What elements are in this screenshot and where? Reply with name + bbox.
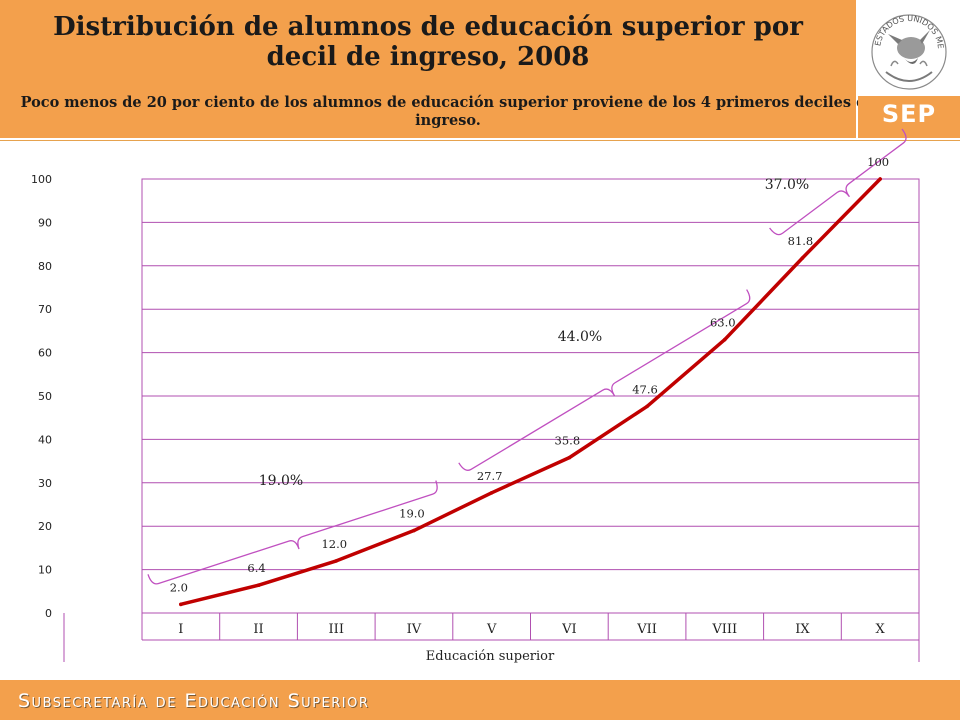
y-tick-label-30: 30 xyxy=(38,477,52,490)
data-label-VIII: 63.0 xyxy=(710,316,736,330)
slide-title: Distribución de alumnos de educación sup… xyxy=(53,12,803,72)
x-tick-label-II: II xyxy=(253,622,263,637)
sep-logo-bar xyxy=(858,96,960,138)
x-tick-label-IX: IX xyxy=(795,622,810,637)
data-point-III xyxy=(334,559,339,563)
mexican-seal-icon: ESTADOS UNIDOS MEXICANOS xyxy=(855,0,947,90)
x-tick-label-VII: VII xyxy=(636,622,657,637)
x-tick-label-IV: IV xyxy=(407,622,422,637)
slide-subtitle: Poco menos de 20 por ciento de los alumn… xyxy=(20,94,876,129)
data-point-IV xyxy=(412,528,416,533)
x-tick-label-V: V xyxy=(486,622,497,637)
y-tick-label-100: 100 xyxy=(31,173,52,186)
brace-2 xyxy=(458,289,751,471)
x-tick-label-III: III xyxy=(329,622,344,637)
data-point-VIII xyxy=(722,337,727,342)
data-point-X xyxy=(878,177,882,181)
y-tick-label-40: 40 xyxy=(38,433,52,446)
series-layer xyxy=(179,177,882,607)
data-label-VII: 47.6 xyxy=(632,382,658,396)
series-line xyxy=(179,177,882,607)
data-label-V: 27.7 xyxy=(477,469,503,483)
data-label-IV: 19.0 xyxy=(399,507,425,521)
brace-label-1: 19.0% xyxy=(259,473,303,489)
y-tick-label-10: 10 xyxy=(38,564,52,577)
brace-label-3: 37.0% xyxy=(765,177,809,193)
data-label-X: 100 xyxy=(867,155,889,169)
x-tick-label-VI: VI xyxy=(561,622,577,637)
y-tick-label-90: 90 xyxy=(38,216,52,229)
x-axis-title: Educación superior xyxy=(426,649,555,664)
footer-title: Subsecretaría de Educación Superior xyxy=(18,690,370,712)
brace-1 xyxy=(147,480,438,585)
y-tick-label-0: 0 xyxy=(45,607,52,620)
x-tick-label-I: I xyxy=(178,622,183,637)
data-label-VI: 35.8 xyxy=(555,434,581,448)
y-tick-label-80: 80 xyxy=(38,260,52,273)
data-point-IX xyxy=(800,256,805,260)
percentage-braces xyxy=(147,128,907,585)
sep-logo-text: SEP xyxy=(881,100,937,128)
data-label-I: 2.0 xyxy=(170,580,188,594)
data-label-III: 12.0 xyxy=(321,537,347,551)
footer-banner xyxy=(0,680,960,720)
y-tick-label-20: 20 xyxy=(38,520,52,533)
x-tick-label-VIII: VIII xyxy=(711,622,737,637)
x-tick-label-X: X xyxy=(876,622,886,637)
data-point-V xyxy=(489,490,494,495)
y-tick-label-70: 70 xyxy=(38,303,52,316)
data-labels: 19.0% 44.0% 37.0% 2.0 6.4 12.0 19.0 27.7 35.8 47.… xyxy=(170,155,889,594)
data-label-II: 6.4 xyxy=(247,561,265,575)
data-point-VI xyxy=(567,455,572,460)
brace-3 xyxy=(769,128,907,236)
y-tick-label-50: 50 xyxy=(38,390,52,403)
data-point-II xyxy=(256,583,261,588)
grid-lines: 0 10 20 30 40 50 60 70 80 90 100 xyxy=(31,173,920,620)
data-point-VII xyxy=(645,404,649,409)
plot-frame xyxy=(0,140,960,673)
y-tick-label-60: 60 xyxy=(38,347,52,360)
brace-label-2: 44.0% xyxy=(558,329,602,345)
category-axis: I II III IV V VI VII VIII IX X xyxy=(63,613,920,662)
data-label-IX: 81.8 xyxy=(788,234,814,248)
data-point-I xyxy=(179,602,183,607)
header-banner xyxy=(0,0,856,138)
